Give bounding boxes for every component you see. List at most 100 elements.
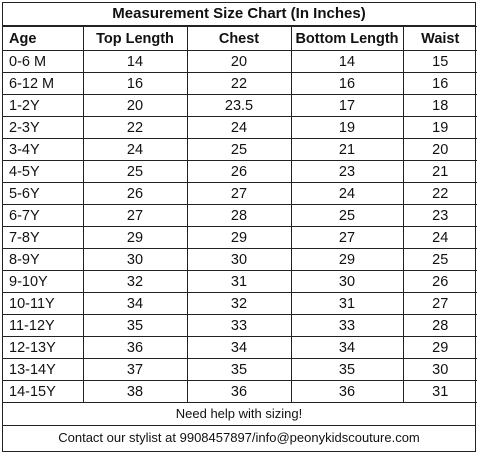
- chart-title: Measurement Size Chart (In Inches): [3, 3, 475, 26]
- cell-bottom-length: 14: [290, 50, 404, 73]
- cell-bottom-length: 36: [290, 380, 404, 403]
- table-row: 12-13Y 36 34 34 29: [3, 336, 477, 359]
- cell-waist: 30: [402, 358, 477, 381]
- cell-chest: 36: [186, 380, 292, 403]
- cell-chest: 31: [186, 270, 292, 293]
- cell-top-length: 20: [82, 94, 188, 117]
- cell-bottom-length: 29: [290, 248, 404, 271]
- cell-bottom-length: 35: [290, 358, 404, 381]
- column-header-waist: Waist: [402, 26, 477, 51]
- cell-bottom-length: 30: [290, 270, 404, 293]
- table-row: 10-11Y 34 32 31 27: [3, 292, 477, 315]
- cell-chest: 32: [186, 292, 292, 315]
- cell-age: 7-8Y: [3, 226, 84, 249]
- cell-top-length: 36: [82, 336, 188, 359]
- sizing-help-note: Need help with sizing!: [3, 403, 475, 426]
- cell-bottom-length: 19: [290, 116, 404, 139]
- cell-bottom-length: 24: [290, 182, 404, 205]
- cell-age: 2-3Y: [3, 116, 84, 139]
- cell-waist: 23: [402, 204, 477, 227]
- table-row: 6-12 M 16 22 16 16: [3, 72, 477, 95]
- cell-age: 4-5Y: [3, 160, 84, 183]
- cell-bottom-length: 33: [290, 314, 404, 337]
- cell-waist: 18: [402, 94, 477, 117]
- cell-bottom-length: 21: [290, 138, 404, 161]
- cell-top-length: 14: [82, 50, 188, 73]
- cell-chest: 20: [186, 50, 292, 73]
- table-row: 8-9Y 30 30 29 25: [3, 248, 477, 271]
- table-row: 3-4Y 24 25 21 20: [3, 138, 477, 161]
- table-row: 1-2Y 20 23.5 17 18: [3, 94, 477, 117]
- header-row: Age Top Length Chest Bottom Length Waist: [3, 26, 477, 51]
- column-header-top-length: Top Length: [82, 26, 188, 51]
- cell-age: 12-13Y: [3, 336, 84, 359]
- cell-top-length: 27: [82, 204, 188, 227]
- cell-age: 3-4Y: [3, 138, 84, 161]
- cell-bottom-length: 31: [290, 292, 404, 315]
- cell-bottom-length: 34: [290, 336, 404, 359]
- cell-waist: 21: [402, 160, 477, 183]
- column-header-chest: Chest: [186, 26, 292, 51]
- cell-waist: 31: [402, 380, 477, 403]
- cell-chest: 24: [186, 116, 292, 139]
- cell-age: 11-12Y: [3, 314, 84, 337]
- cell-top-length: 38: [82, 380, 188, 403]
- table-row: 5-6Y 26 27 24 22: [3, 182, 477, 205]
- cell-waist: 22: [402, 182, 477, 205]
- cell-top-length: 32: [82, 270, 188, 293]
- table-row: 2-3Y 22 24 19 19: [3, 116, 477, 139]
- column-header-bottom-length: Bottom Length: [290, 26, 404, 51]
- cell-chest: 22: [186, 72, 292, 95]
- cell-age: 6-7Y: [3, 204, 84, 227]
- size-chart: Measurement Size Chart (In Inches) Age T…: [2, 2, 477, 452]
- cell-bottom-length: 27: [290, 226, 404, 249]
- contact-line: Contact our stylist at 9908457897/info@p…: [58, 430, 420, 445]
- table-row: 7-8Y 29 29 27 24: [3, 226, 477, 249]
- cell-chest: 29: [186, 226, 292, 249]
- cell-age: 9-10Y: [3, 270, 84, 293]
- table-row: 13-14Y 37 35 35 30: [3, 358, 477, 381]
- table-row: 0-6 M 14 20 14 15: [3, 50, 477, 73]
- table-row: 6-7Y 27 28 25 23: [3, 204, 477, 227]
- table-row: 11-12Y 35 33 33 28: [3, 314, 477, 337]
- cell-top-length: 22: [82, 116, 188, 139]
- cell-top-length: 35: [82, 314, 188, 337]
- cell-waist: 19: [402, 116, 477, 139]
- cell-age: 0-6 M: [3, 50, 84, 73]
- column-header-age: Age: [3, 26, 84, 51]
- cell-top-length: 24: [82, 138, 188, 161]
- cell-age: 1-2Y: [3, 94, 84, 117]
- cell-chest: 35: [186, 358, 292, 381]
- cell-top-length: 16: [82, 72, 188, 95]
- cell-top-length: 37: [82, 358, 188, 381]
- cell-age: 10-11Y: [3, 292, 84, 315]
- cell-chest: 27: [186, 182, 292, 205]
- table-row: 14-15Y 38 36 36 31: [3, 380, 477, 403]
- size-table: Age Top Length Chest Bottom Length Waist…: [3, 26, 477, 403]
- cell-bottom-length: 16: [290, 72, 404, 95]
- cell-bottom-length: 23: [290, 160, 404, 183]
- table-row: 9-10Y 32 31 30 26: [3, 270, 477, 293]
- cell-waist: 26: [402, 270, 477, 293]
- cell-chest: 28: [186, 204, 292, 227]
- cell-top-length: 25: [82, 160, 188, 183]
- cell-waist: 24: [402, 226, 477, 249]
- cell-top-length: 34: [82, 292, 188, 315]
- cell-chest: 23.5: [186, 94, 292, 117]
- cell-top-length: 26: [82, 182, 188, 205]
- cell-chest: 30: [186, 248, 292, 271]
- cell-age: 14-15Y: [3, 380, 84, 403]
- cell-top-length: 30: [82, 248, 188, 271]
- cell-waist: 28: [402, 314, 477, 337]
- cell-top-length: 29: [82, 226, 188, 249]
- cell-waist: 15: [402, 50, 477, 73]
- cell-bottom-length: 25: [290, 204, 404, 227]
- cell-chest: 25: [186, 138, 292, 161]
- cell-age: 8-9Y: [3, 248, 84, 271]
- cell-waist: 27: [402, 292, 477, 315]
- cell-waist: 29: [402, 336, 477, 359]
- cell-age: 6-12 M: [3, 72, 84, 95]
- cell-chest: 34: [186, 336, 292, 359]
- table-row: 4-5Y 25 26 23 21: [3, 160, 477, 183]
- cell-age: 5-6Y: [3, 182, 84, 205]
